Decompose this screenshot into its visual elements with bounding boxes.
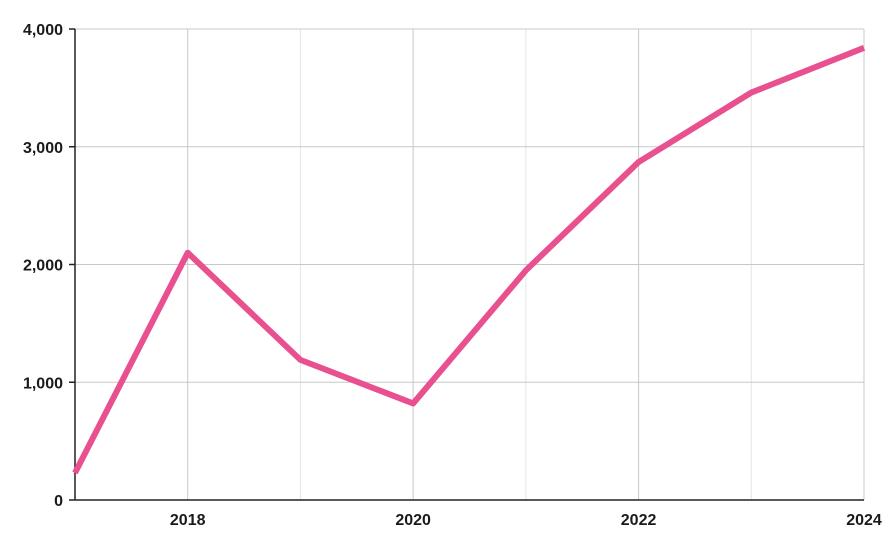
x-tick-label-2022: 2022	[621, 512, 657, 529]
x-tick-label-2024: 2024	[846, 512, 882, 529]
data-point-2024	[861, 45, 867, 51]
x-tick-label-2020: 2020	[395, 512, 431, 529]
data-point-2023	[748, 90, 754, 96]
y-tick-label-4000: 4,000	[23, 22, 63, 39]
y-tick-label-3000: 3,000	[23, 140, 63, 157]
data-point-2022	[636, 159, 642, 165]
y-tick-label-2000: 2,000	[23, 258, 63, 275]
data-point-2021	[523, 267, 529, 273]
x-axis-ticks: 2018 2020 2022 2024	[170, 512, 882, 529]
x-tick-label-2018: 2018	[170, 512, 206, 529]
data-point-2018	[185, 250, 191, 256]
y-axis-ticks: 0 1,000 2,000 3,000 4,000	[23, 22, 75, 510]
data-point-2020	[410, 400, 416, 406]
gridlines	[75, 28, 865, 500]
series-line-0	[72, 45, 866, 475]
y-tick-label-0: 0	[54, 493, 63, 510]
data-point-2017	[72, 470, 78, 476]
data-point-2019	[297, 357, 303, 363]
y-tick-label-1000: 1,000	[23, 375, 63, 392]
series	[72, 45, 867, 476]
